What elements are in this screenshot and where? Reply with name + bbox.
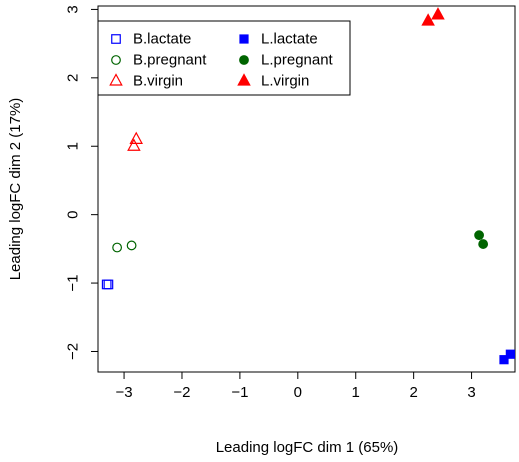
y-tick-label: 3 <box>65 5 82 13</box>
y-tick-label: 2 <box>65 74 82 82</box>
point-l-pregnant <box>478 239 489 249</box>
legend-marker-b-virgin <box>109 73 123 86</box>
data-points <box>101 7 515 365</box>
x-tick-label: 1 <box>352 384 360 401</box>
legend-label-b-lactate: B.lactate <box>133 31 191 48</box>
point-l-lactate <box>505 349 515 359</box>
x-tick-label: 0 <box>294 384 302 401</box>
y-tick-label: −1 <box>65 275 82 292</box>
plot-frame <box>97 5 516 373</box>
legend-label-b-pregnant: B.pregnant <box>133 52 207 69</box>
point-b-virgin <box>127 138 141 151</box>
point-l-virgin <box>421 13 435 26</box>
y-axis-title: Leading logFC dim 2 (17%) <box>7 98 24 281</box>
x-tick-label: −3 <box>116 384 133 401</box>
legend: B.lactate B.pregnant B.virgin L.lactate L.pr… <box>97 20 351 96</box>
legend-marker-l-pregnant <box>239 55 249 65</box>
y-tick-label: 0 <box>65 210 82 218</box>
x-axis: −3 −2 −1 0 1 2 3 <box>116 372 476 401</box>
legend-marker-l-lactate <box>239 34 249 44</box>
point-b-virgin <box>129 131 143 144</box>
x-tick-label: −1 <box>231 384 248 401</box>
legend-label-l-pregnant: L.pregnant <box>261 52 334 69</box>
x-tick-label: 3 <box>467 384 475 401</box>
legend-marker-b-lactate <box>111 34 121 44</box>
point-l-virgin <box>431 7 445 20</box>
point-b-pregnant <box>126 240 137 251</box>
y-tick-label: −2 <box>65 343 82 360</box>
point-l-lactate <box>499 355 509 365</box>
x-axis-title: Leading logFC dim 1 (65%) <box>216 439 399 456</box>
y-tick-label: 1 <box>65 142 82 150</box>
point-b-pregnant <box>112 242 123 253</box>
legend-box <box>97 20 351 96</box>
legend-marker-b-pregnant <box>111 55 121 65</box>
legend-label-l-lactate: L.lactate <box>261 31 318 48</box>
legend-label-l-virgin: L.virgin <box>261 73 309 90</box>
y-axis: −2 −1 0 1 2 3 <box>65 5 98 360</box>
point-b-lactate <box>103 279 114 290</box>
x-tick-label: −2 <box>173 384 190 401</box>
point-l-pregnant <box>474 230 484 241</box>
x-tick-label: 2 <box>409 384 417 401</box>
legend-marker-l-virgin <box>237 73 251 86</box>
legend-label-b-virgin: B.virgin <box>133 73 183 90</box>
